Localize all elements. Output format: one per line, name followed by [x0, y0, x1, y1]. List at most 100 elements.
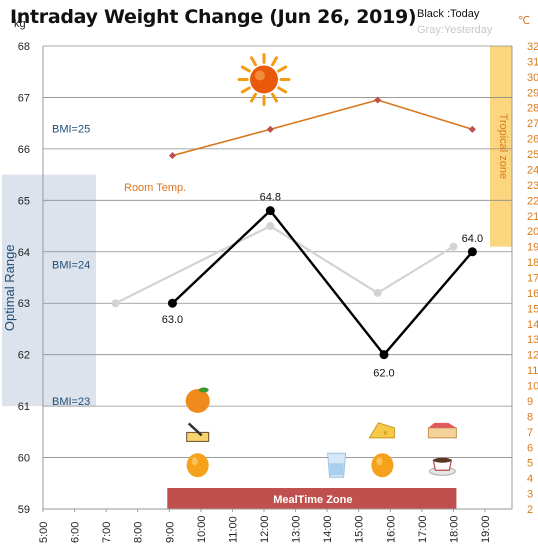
y2-tick-label: 22	[527, 195, 538, 207]
yesterday-point	[373, 288, 382, 297]
x-tick-label: 8:00	[133, 522, 145, 543]
y2-tick-label: 10	[527, 381, 538, 393]
y2-tick-label: 29	[527, 87, 538, 99]
y2-tick-label: 6	[527, 442, 533, 454]
y-tick-label: 64	[18, 247, 30, 259]
y2-tick-label: 24	[527, 164, 538, 176]
y2-tick-label: 15	[527, 303, 538, 315]
today-line	[171, 209, 474, 356]
x-tick-label: 7:00	[101, 522, 113, 543]
y-tick-label: 59	[18, 504, 30, 516]
y2-tick-label: 3	[527, 489, 533, 501]
y2-tick-label: 5	[527, 458, 533, 470]
orange-icon	[185, 387, 210, 413]
y-axis-unit: kg	[14, 18, 26, 30]
y-tick-label: 62	[18, 350, 30, 362]
y2-tick-label: 32	[527, 41, 538, 53]
meal-time-label: MealTime Zone	[273, 494, 352, 506]
yesterday-line	[115, 224, 455, 305]
mandarin-icon	[186, 453, 209, 478]
today-data-label: 64.8	[260, 192, 281, 204]
room-temp-point	[266, 125, 274, 133]
x-tick-label: 11:00	[227, 516, 239, 543]
y2-tick-label: 23	[527, 180, 538, 192]
mandarin-2-icon	[371, 453, 394, 478]
y2-tick-label: 13	[527, 334, 538, 346]
bmi-label: BMI=23	[52, 396, 90, 408]
y2-tick-label: 4	[527, 473, 533, 485]
room-temp-point	[374, 96, 382, 104]
x-tick-label: 6:00	[70, 522, 82, 543]
x-tick-label: 13:00	[291, 515, 303, 543]
yesterday-point	[111, 299, 120, 308]
y2-tick-label: 28	[527, 103, 538, 115]
y-tick-label: 61	[18, 401, 30, 413]
y2-tick-label: 8	[527, 411, 533, 423]
y2-tick-label: 17	[527, 273, 538, 285]
today-point	[265, 206, 275, 216]
x-tick-label: 17:00	[417, 515, 429, 543]
y-tick-label: 67	[18, 92, 30, 104]
y2-tick-label: 9	[527, 396, 533, 408]
y2-tick-label: 25	[527, 149, 538, 161]
yesterday-point	[449, 242, 458, 251]
y-tick-label: 68	[18, 41, 30, 53]
sun-icon	[237, 52, 291, 106]
today-point	[379, 350, 389, 360]
tropical-zone-label: Tropical zone	[497, 114, 509, 180]
x-tick-label: 18:00	[448, 515, 460, 543]
bmi-label: BMI=25	[52, 123, 90, 135]
y2-tick-label: 7	[527, 427, 533, 439]
x-tick-label: 10:00	[196, 515, 208, 543]
y2-tick-label: 27	[527, 118, 538, 130]
y2-tick-label: 19	[527, 242, 538, 254]
cake-icon	[427, 422, 457, 439]
y-tick-label: 60	[18, 453, 30, 465]
y2-tick-label: 26	[527, 134, 538, 146]
y2-axis-unit: ℃	[518, 15, 531, 27]
y2-tick-label: 30	[527, 72, 538, 84]
x-tick-label: 16:00	[385, 515, 397, 543]
y2-tick-label: 11	[527, 365, 538, 377]
chart-title: Intraday Weight Change (Jun 26, 2019)	[10, 6, 417, 28]
x-tick-label: 19:00	[480, 515, 492, 543]
today-point	[167, 298, 177, 308]
room-temp-label: Room Temp.	[124, 182, 186, 194]
y2-tick-label: 16	[527, 288, 538, 300]
cheese-icon	[368, 422, 395, 439]
x-tick-label: 15:00	[354, 515, 366, 543]
today-data-label: 64.0	[462, 233, 483, 245]
room-temp-point	[168, 152, 176, 160]
room-temp-line	[172, 99, 473, 157]
today-data-label: 62.0	[373, 368, 394, 380]
y2-tick-label: 2	[527, 504, 533, 516]
bmi-label: BMI=24	[52, 260, 90, 272]
optimal-range-label: Optimal Range	[2, 244, 17, 331]
coffee-icon	[428, 457, 456, 476]
x-tick-label: 12:00	[259, 515, 271, 543]
legend-today: Black :Today	[417, 8, 480, 20]
today-data-label: 63.0	[162, 314, 183, 326]
x-tick-label: 9:00	[164, 522, 176, 543]
y-tick-label: 63	[18, 298, 30, 310]
y2-tick-label: 18	[527, 257, 538, 269]
y2-tick-label: 21	[527, 211, 538, 223]
legend-yesterday: Gray:Yesterday	[417, 24, 493, 36]
meal-time-band	[167, 488, 457, 509]
yesterday-point	[266, 222, 275, 231]
tropical-zone-band	[490, 46, 512, 247]
y2-tick-label: 31	[527, 56, 538, 68]
room-temp-point	[468, 125, 476, 133]
butter-icon	[186, 422, 210, 442]
x-tick-label: 5:00	[38, 522, 50, 543]
today-point	[467, 247, 477, 257]
y2-tick-label: 12	[527, 350, 538, 362]
y-tick-label: 65	[18, 195, 30, 207]
water-glass-icon	[327, 452, 347, 478]
optimal-range-band	[2, 174, 96, 407]
x-tick-label: 14:00	[322, 515, 334, 543]
y2-tick-label: 14	[527, 319, 538, 331]
y-tick-label: 66	[18, 144, 30, 156]
